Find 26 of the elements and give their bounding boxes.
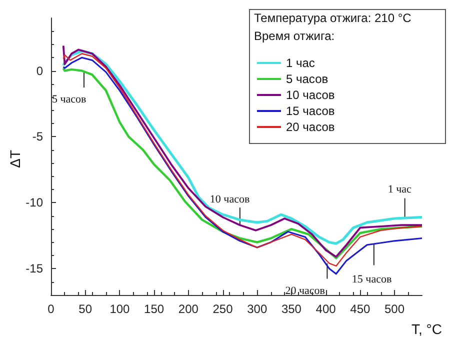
legend-label: 10 часов	[286, 88, 335, 102]
x-axis-title: T, °C	[412, 321, 442, 337]
annotation: 1 час	[388, 183, 412, 196]
legend-title: Температура отжига: 210 °C Время отжига:	[254, 11, 412, 43]
y-tick-label: 0	[36, 64, 44, 78]
x-tick-label: 50	[78, 302, 92, 316]
annotation: 15 часов	[352, 274, 392, 286]
x-tick-label: 200	[178, 302, 199, 316]
legend-label: 5 часов	[286, 72, 328, 86]
x-tick-label: 250	[212, 302, 234, 316]
x-tick-label: 300	[247, 302, 268, 316]
legend-label: 15 часов	[286, 104, 335, 118]
x-tick-label: 150	[144, 302, 164, 316]
annotation: 10 часов	[210, 194, 250, 206]
y-tick-label: -10	[26, 196, 44, 210]
legend-label: 20 часов	[286, 120, 335, 134]
y-axis-title: ΔT	[7, 150, 23, 168]
y-tick-label: -15	[26, 262, 44, 276]
x-tick-label: 450	[350, 302, 370, 316]
x-tick-label: 500	[384, 302, 405, 316]
x-tick-label: 350	[281, 302, 302, 316]
x-tick-label: 400	[316, 302, 336, 316]
y-tick-label: -5	[32, 130, 44, 144]
x-tick-label: 100	[110, 302, 130, 316]
x-tick-label: 0	[48, 302, 55, 316]
legend-label: 1 час	[286, 56, 315, 70]
